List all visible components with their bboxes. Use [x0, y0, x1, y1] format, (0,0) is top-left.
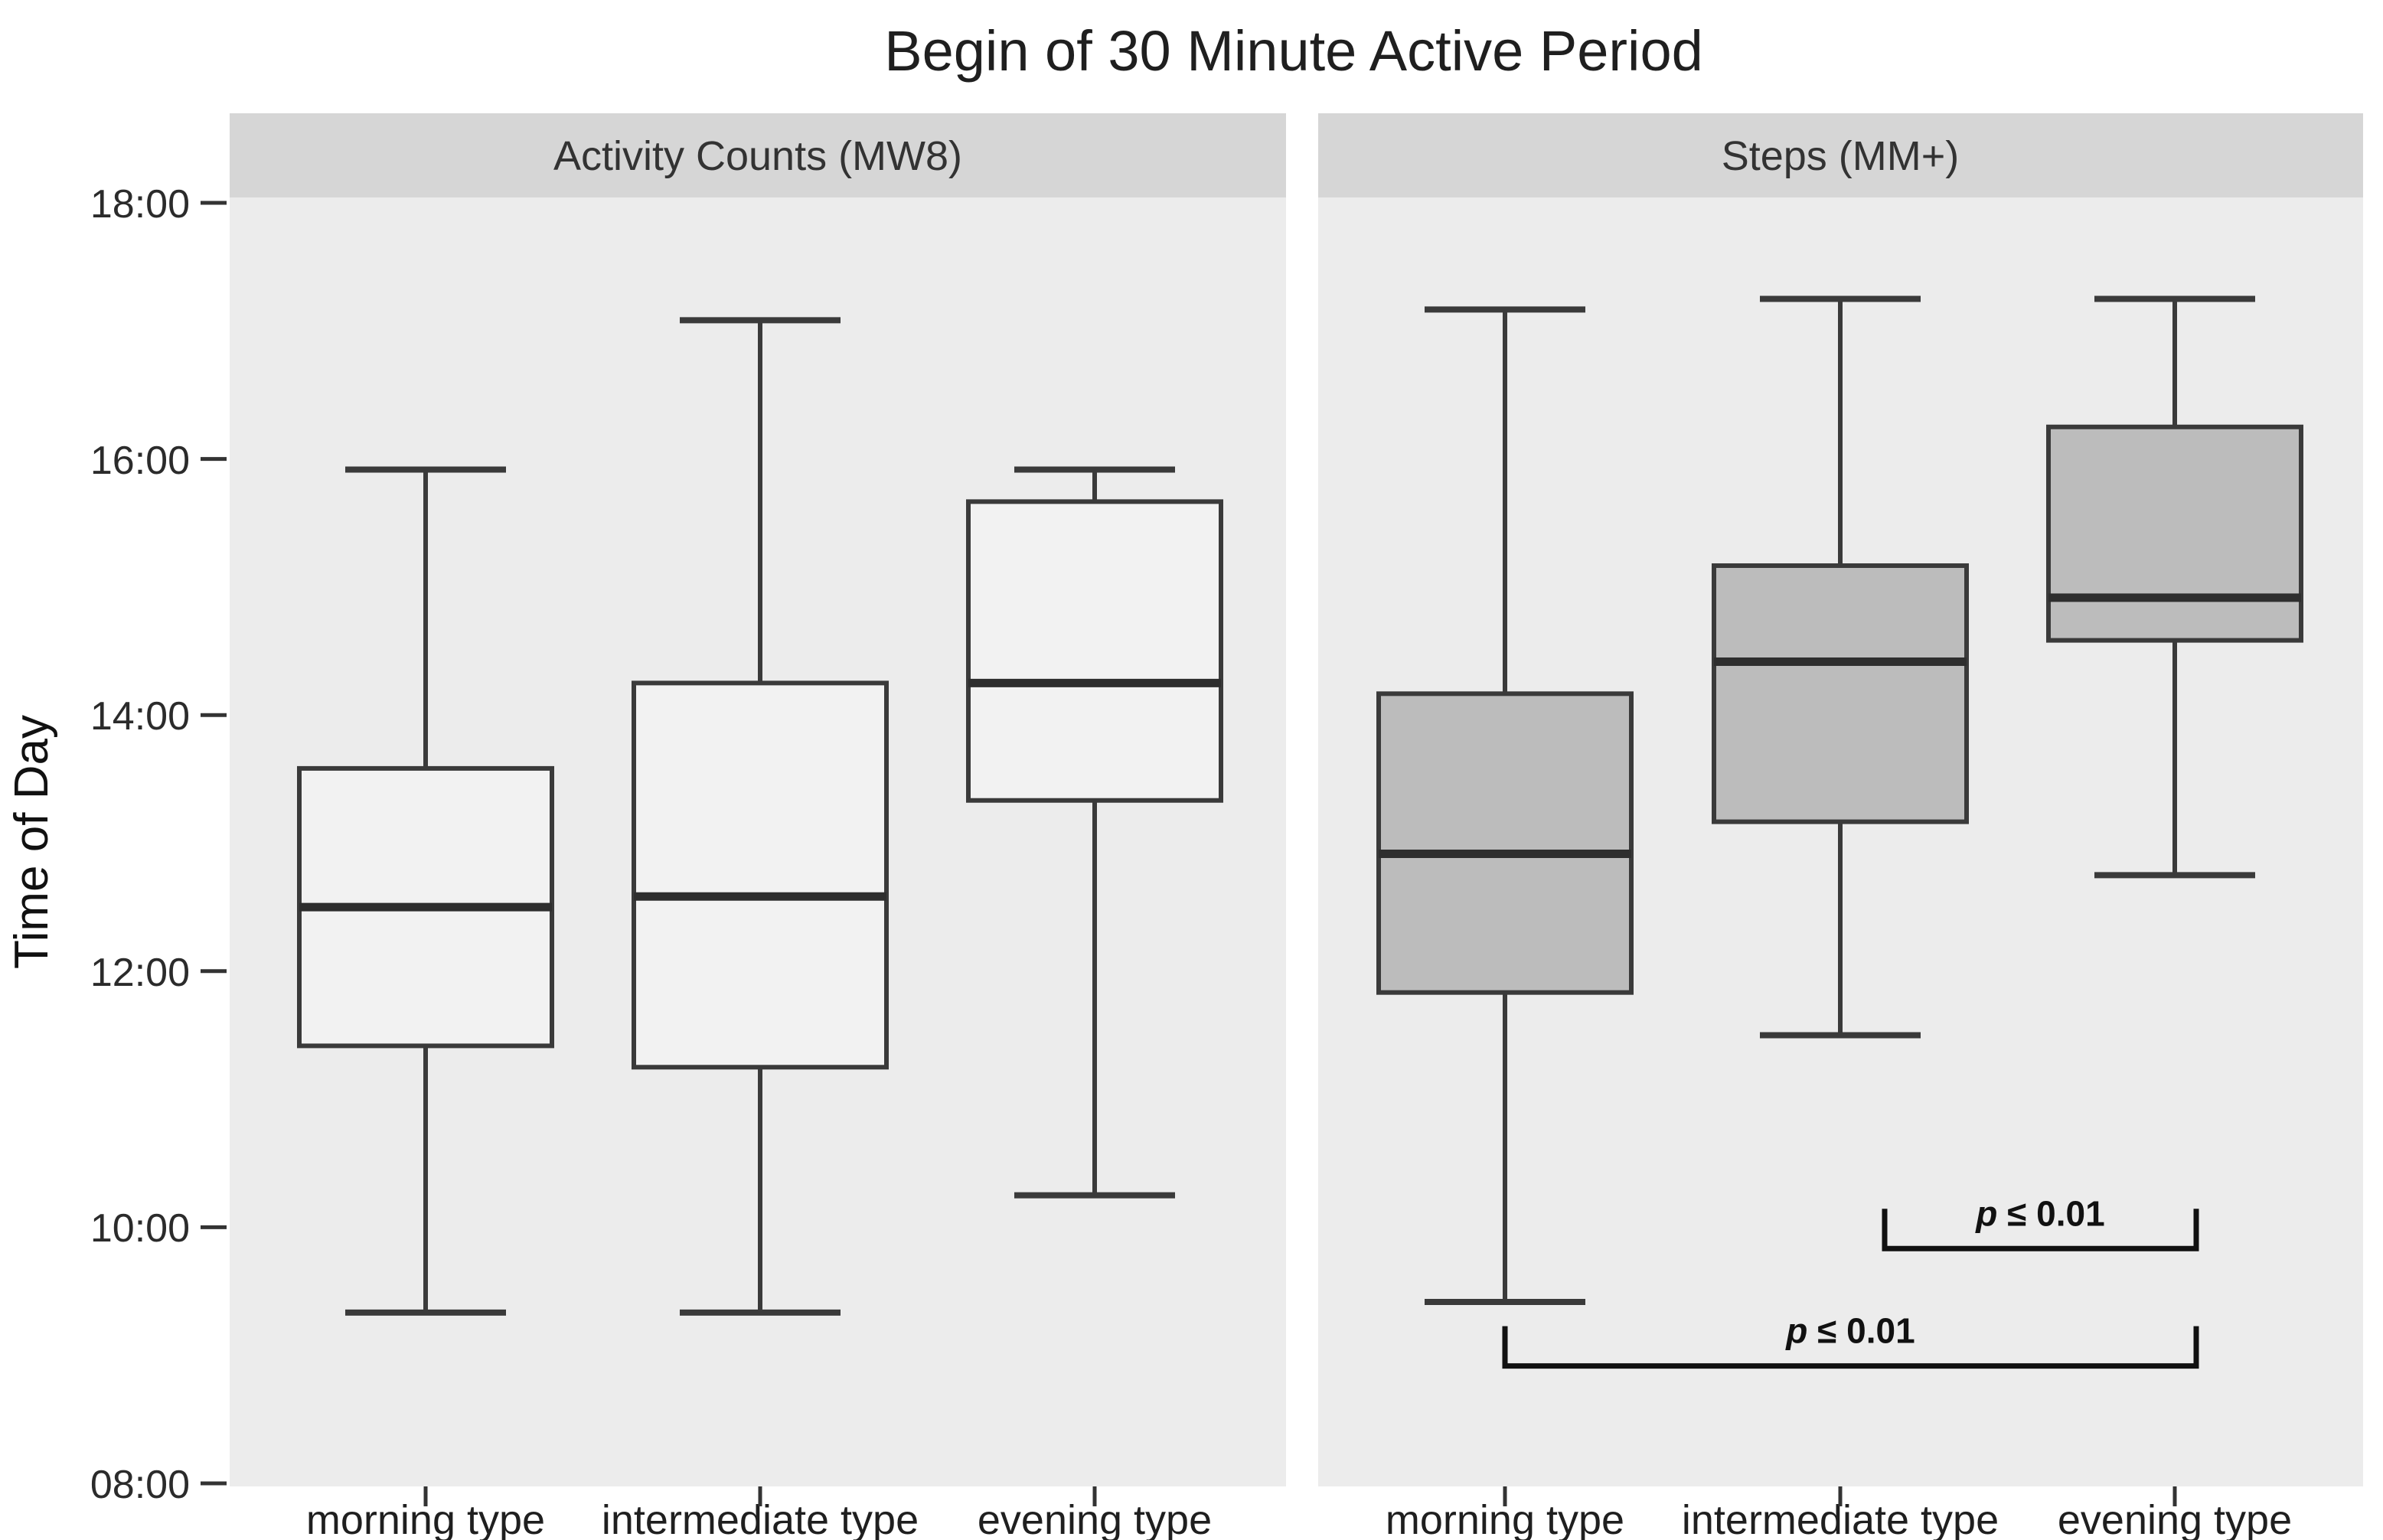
- y-tick-label-18: 18:00: [90, 182, 190, 227]
- facet-strip-label-steps: Steps (MM+): [1722, 133, 1960, 179]
- facet-strip-label-activity-counts: Activity Counts (MW8): [553, 133, 962, 179]
- iqr-box: [966, 499, 1223, 803]
- y-tick-label-08: 08:00: [90, 1463, 190, 1507]
- boxplot-activity-counts-mw8--morning-type: [297, 466, 554, 1316]
- bracket-line: [1882, 1209, 2199, 1251]
- y-axis-title: Time of Day: [5, 715, 58, 969]
- boxplot-activity-counts-mw8--evening-type: [966, 466, 1223, 1199]
- iqr-box: [1712, 563, 1969, 824]
- chart-title: Begin of 30 Minute Active Period: [884, 19, 1703, 83]
- y-tick-label-10: 10:00: [90, 1206, 190, 1251]
- significance-bracket-label: p ≤ 0.01: [1784, 1311, 1915, 1351]
- data-layer: p ≤ 0.01 p ≤ 0.01: [201, 201, 2303, 1506]
- significance-bracket-morning-type-evening-type: p ≤ 0.01: [1502, 1311, 2199, 1369]
- facet-strip-1: [1318, 113, 2363, 197]
- y-tick-label-12: 12:00: [90, 951, 190, 995]
- y-tick-label-14: 14:00: [90, 694, 190, 739]
- iqr-box: [1376, 691, 1634, 995]
- iqr-box: [2046, 424, 2303, 643]
- facet-strip-0: [230, 113, 1286, 197]
- significance-bracket-label: p ≤ 0.01: [1974, 1193, 2104, 1233]
- iqr-box: [632, 680, 889, 1070]
- boxplot-activity-counts-mw8--intermediate-type: [632, 317, 889, 1316]
- boxplot-steps-mm--morning-type: [1376, 306, 1634, 1305]
- y-tick-label-16: 16:00: [90, 439, 190, 483]
- boxplot-steps-mm--intermediate-type: [1712, 295, 1969, 1039]
- significance-bracket-intermediate-type-evening-type: p ≤ 0.01: [1882, 1193, 2199, 1251]
- boxplot-steps-mm--evening-type: [2046, 295, 2303, 879]
- bracket-line: [1502, 1326, 2199, 1369]
